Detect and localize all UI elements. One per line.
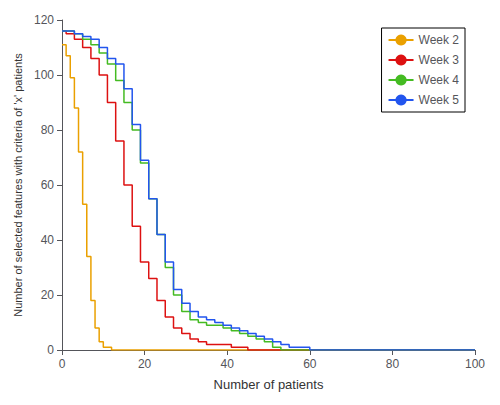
svg-text:0: 0	[47, 343, 54, 357]
svg-text:40: 40	[221, 357, 235, 371]
svg-text:100: 100	[465, 357, 485, 371]
svg-text:20: 20	[41, 288, 55, 302]
svg-text:60: 60	[41, 178, 55, 192]
svg-text:60: 60	[303, 357, 317, 371]
svg-text:80: 80	[41, 123, 55, 137]
svg-text:Week 5: Week 5	[419, 93, 460, 107]
svg-text:20: 20	[138, 357, 152, 371]
svg-text:Number of selected features wi: Number of selected features with criteri…	[12, 53, 24, 317]
svg-text:Week 4: Week 4	[419, 73, 460, 87]
svg-text:Week 3: Week 3	[419, 53, 460, 67]
svg-text:40: 40	[41, 233, 55, 247]
svg-text:Week 2: Week 2	[419, 33, 460, 47]
svg-text:0: 0	[59, 357, 66, 371]
svg-text:100: 100	[34, 68, 54, 82]
svg-text:80: 80	[386, 357, 400, 371]
svg-text:120: 120	[34, 13, 54, 27]
svg-text:Number of patients: Number of patients	[214, 377, 324, 392]
